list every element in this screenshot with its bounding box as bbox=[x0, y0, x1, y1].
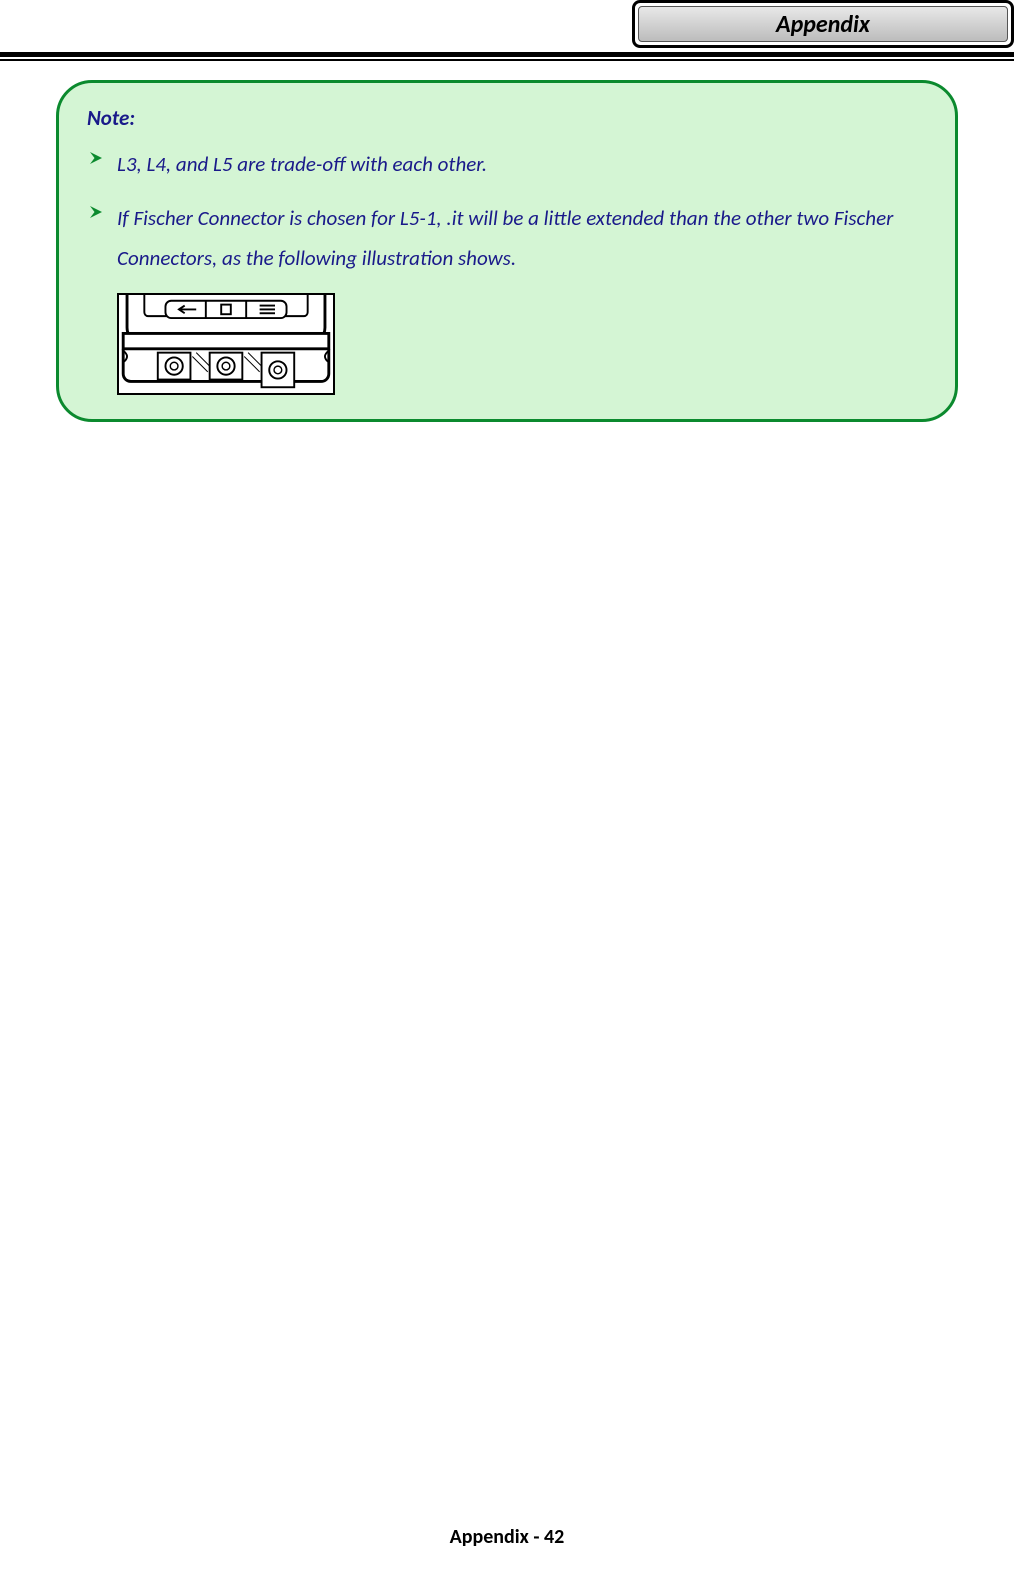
page-footer: Appendix - 42 bbox=[0, 1525, 1014, 1549]
chevron-right-icon bbox=[87, 149, 105, 167]
header-tab-label: Appendix bbox=[638, 6, 1008, 42]
note-title: Note: bbox=[87, 105, 927, 131]
connector-illustration bbox=[117, 293, 335, 395]
header-tab: Appendix bbox=[632, 0, 1014, 48]
list-item-text: L3, L4, and L5 are trade-off with each o… bbox=[117, 145, 927, 185]
list-item: If Fischer Connector is chosen for L5-1,… bbox=[87, 199, 927, 279]
note-box: Note: L3, L4, and L5 are trade-off with … bbox=[56, 80, 958, 422]
list-item-text: If Fischer Connector is chosen for L5-1,… bbox=[117, 199, 927, 279]
header-rule bbox=[0, 52, 1014, 61]
note-list: L3, L4, and L5 are trade-off with each o… bbox=[87, 145, 927, 279]
page-header: Appendix bbox=[0, 0, 1014, 62]
list-item: L3, L4, and L5 are trade-off with each o… bbox=[87, 145, 927, 185]
chevron-right-icon bbox=[87, 203, 105, 221]
page-content: Note: L3, L4, and L5 are trade-off with … bbox=[0, 80, 1014, 422]
